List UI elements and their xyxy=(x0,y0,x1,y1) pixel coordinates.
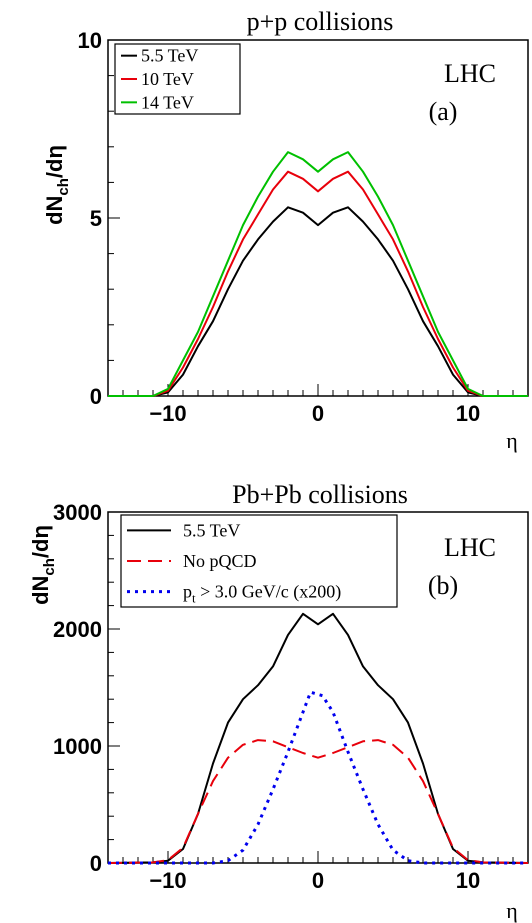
y-axis-label: dNch/dη xyxy=(42,145,72,225)
chart-title: Pb+Pb collisions xyxy=(232,480,408,509)
panel-label: (a) xyxy=(429,97,458,126)
series-line xyxy=(108,690,528,865)
chart-title: p+p collisions xyxy=(247,7,394,36)
y-tick-label: 5 xyxy=(90,206,102,231)
x-tick-label: −10 xyxy=(149,868,186,893)
y-tick-label: 0 xyxy=(90,851,102,876)
x-tick-label: 0 xyxy=(312,401,324,426)
y-tick-label: 3000 xyxy=(53,500,102,525)
x-tick-label: 10 xyxy=(456,868,480,893)
x-tick-label: 10 xyxy=(456,401,480,426)
y-label-tail: /dη xyxy=(28,525,53,558)
series-line xyxy=(107,739,529,864)
y-tick-label: 1000 xyxy=(53,734,102,759)
legend-label: pt > 3.0 GeV/c (x200) xyxy=(183,582,341,606)
panel-b: Pb+Pb collisions dNch/dη η LHC (b) −10 0 1… xyxy=(28,480,529,923)
x-axis-label: η xyxy=(506,428,518,453)
y-label-sub: ch xyxy=(55,178,72,196)
x-tick-label: 0 xyxy=(312,868,324,893)
annotation-lhc: LHC xyxy=(444,533,496,562)
panel-a: p+p collisions dNch/dη η LHC (a) −10 0 10 0… xyxy=(42,7,529,453)
y-label-main: dN xyxy=(42,196,67,225)
annotation-lhc: LHC xyxy=(444,59,496,88)
legend-label: 5.5 TeV xyxy=(141,46,198,66)
panel-label: (b) xyxy=(428,571,458,600)
y-axis-label: dNch/dη xyxy=(28,525,58,605)
series-line xyxy=(107,612,529,864)
series-line xyxy=(108,170,528,397)
legend-label: 14 TeV xyxy=(141,92,194,112)
legend-label: 5.5 TeV xyxy=(183,520,240,540)
series-line xyxy=(108,151,528,397)
y-label-tail: /dη xyxy=(42,145,67,178)
x-tick-label: −10 xyxy=(149,401,186,426)
x-axis-label: η xyxy=(506,898,518,923)
y-tick-label: 0 xyxy=(90,384,102,409)
y-tick-label: 2000 xyxy=(53,617,102,642)
y-label-main: dN xyxy=(28,576,53,605)
legend-label: No pQCD xyxy=(183,551,257,571)
y-label-sub: ch xyxy=(41,558,58,576)
series-line xyxy=(108,206,528,397)
y-tick-label: 10 xyxy=(78,28,102,53)
legend-label: 10 TeV xyxy=(141,69,194,89)
